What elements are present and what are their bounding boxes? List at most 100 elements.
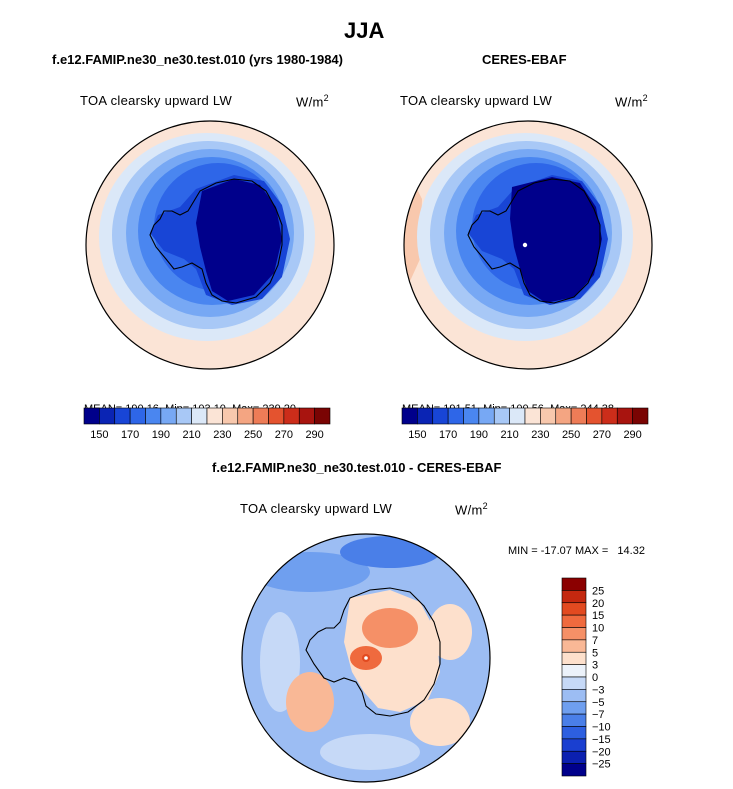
model-units-exp: 2 [323, 93, 329, 103]
map-border [241, 533, 491, 783]
obs-colorbar-tick-label: 190 [470, 429, 488, 441]
obs-colorbar-cell [478, 407, 495, 425]
diff-colorbar-tick-label: −25 [592, 759, 611, 771]
diff-units-text: W/m [455, 502, 483, 518]
diff-colorbar-cell [561, 750, 587, 764]
antarctica-coastline [305, 587, 441, 717]
obs-colorbar-tick-label: 270 [593, 429, 611, 441]
diff-colorbar-cell [561, 639, 587, 653]
model-colorbar-tick-label: 250 [244, 429, 262, 441]
obs-units-text: W/m [615, 94, 643, 110]
diff-colorbar-cell [561, 664, 587, 678]
model-colorbar-cell [237, 407, 254, 425]
obs-polar-map [403, 120, 653, 370]
diff-panel-heading: f.e12.FAMIP.ne30_ne30.test.010 - CERES-E… [212, 460, 502, 475]
map-band [320, 734, 420, 770]
diff-polar-map [241, 533, 491, 783]
diff-colorbar-tick-label: 25 [592, 585, 604, 597]
obs-colorbar-cell [417, 407, 434, 425]
obs-colorbar: 150 170 190 210 230 250 270 290 [401, 407, 649, 441]
diff-colorbar-tick-label: −3 [592, 684, 605, 696]
diff-colorbar-cell [561, 590, 587, 604]
model-colorbar-cell [206, 407, 223, 425]
obs-units-exp: 2 [642, 93, 648, 103]
obs-colorbar-tick-label: 210 [500, 429, 518, 441]
model-polar-map [85, 120, 335, 370]
map-band [362, 608, 418, 648]
model-colorbar-cell [160, 407, 177, 425]
model-colorbar-cell [314, 407, 331, 425]
diff-colorbar-cell [561, 726, 587, 740]
diff-colorbar-tick-label: 5 [592, 647, 598, 659]
diff-colorbar-tick-label: −7 [592, 709, 605, 721]
diff-colorbar-cell [561, 627, 587, 641]
diff-colorbar-tick-label: −10 [592, 722, 611, 734]
obs-colorbar-cell [447, 407, 464, 425]
model-colorbar-tick-label: 230 [213, 429, 231, 441]
diff-colorbar-cell [561, 577, 587, 591]
antarctica-fill [510, 177, 602, 303]
map-band [428, 604, 472, 660]
model-colorbar-tick-label: 170 [121, 429, 139, 441]
model-colorbar-cell [283, 407, 300, 425]
diff-colorbar-cell [561, 614, 587, 628]
model-colorbar-cell [191, 407, 208, 425]
diff-colorbar-cell [561, 738, 587, 752]
antarctica-fill [196, 179, 282, 301]
obs-colorbar-cell [586, 407, 603, 425]
obs-colorbar-cell [540, 407, 557, 425]
diff-colorbar-tick-label: −20 [592, 746, 611, 758]
obs-colorbar-cell [509, 407, 526, 425]
model-colorbar-cell [252, 407, 269, 425]
model-colorbar-tick-label: 290 [305, 429, 323, 441]
model-colorbar-cell [222, 407, 239, 425]
diff-colorbar-tick-label: −5 [592, 697, 605, 709]
model-colorbar-cell [145, 407, 162, 425]
model-colorbar-cell [99, 407, 116, 425]
map-band [340, 536, 440, 568]
model-units-label: W/m2 [296, 93, 329, 109]
diff-colorbar-tick-label: 15 [592, 610, 604, 622]
obs-colorbar-tick-label: 250 [562, 429, 580, 441]
diff-units-label: W/m2 [455, 501, 488, 517]
obs-colorbar-tick-label: 150 [408, 429, 426, 441]
model-colorbar-cell [298, 407, 315, 425]
antarctica-coastline [467, 178, 601, 304]
diff-colorbar-tick-label: 10 [592, 623, 604, 635]
diff-colorbar-cell [561, 602, 587, 616]
model-colorbar: 150 170 190 210 230 250 270 290 [83, 407, 331, 441]
obs-colorbar-cell [432, 407, 449, 425]
south-pole-marker [364, 656, 368, 660]
antarctica-coastline [149, 178, 283, 304]
diff-colorbar-cell [561, 701, 587, 715]
map-border [403, 120, 653, 370]
model-colorbar-tick-label: 150 [90, 429, 108, 441]
obs-colorbar-cell [555, 407, 572, 425]
obs-colorbar-tick-label: 290 [623, 429, 641, 441]
diff-colorbar-tick-label: 20 [592, 598, 604, 610]
obs-colorbar-tick-label: 230 [531, 429, 549, 441]
diff-units-exp: 2 [482, 501, 488, 511]
map-border [85, 120, 335, 370]
model-colorbar-tick-label: 270 [275, 429, 293, 441]
obs-colorbar-cell [493, 407, 510, 425]
diff-colorbar-tick-label: −15 [592, 734, 611, 746]
diff-colorbar-tick-label: 0 [592, 672, 598, 684]
diff-colorbar-cell [561, 713, 587, 727]
model-panel-heading: f.e12.FAMIP.ne30_ne30.test.010 (yrs 1980… [52, 52, 343, 67]
obs-units-label: W/m2 [615, 93, 648, 109]
model-colorbar-tick-label: 210 [182, 429, 200, 441]
obs-colorbar-cell [463, 407, 480, 425]
obs-variable-label: TOA clearsky upward LW [400, 93, 553, 108]
obs-colorbar-cell [632, 407, 649, 425]
obs-colorbar-cell [601, 407, 618, 425]
model-colorbar-cell [268, 407, 285, 425]
obs-colorbar-cell [524, 407, 541, 425]
model-colorbar-cell [129, 407, 146, 425]
diff-minmax-label: MIN = -17.07 MAX = 14.32 [508, 545, 645, 557]
diff-variable-label: TOA clearsky upward LW [240, 501, 393, 516]
model-variable-label: TOA clearsky upward LW [80, 93, 233, 108]
diff-colorbar-cell [561, 689, 587, 703]
obs-colorbar-cell [401, 407, 418, 425]
